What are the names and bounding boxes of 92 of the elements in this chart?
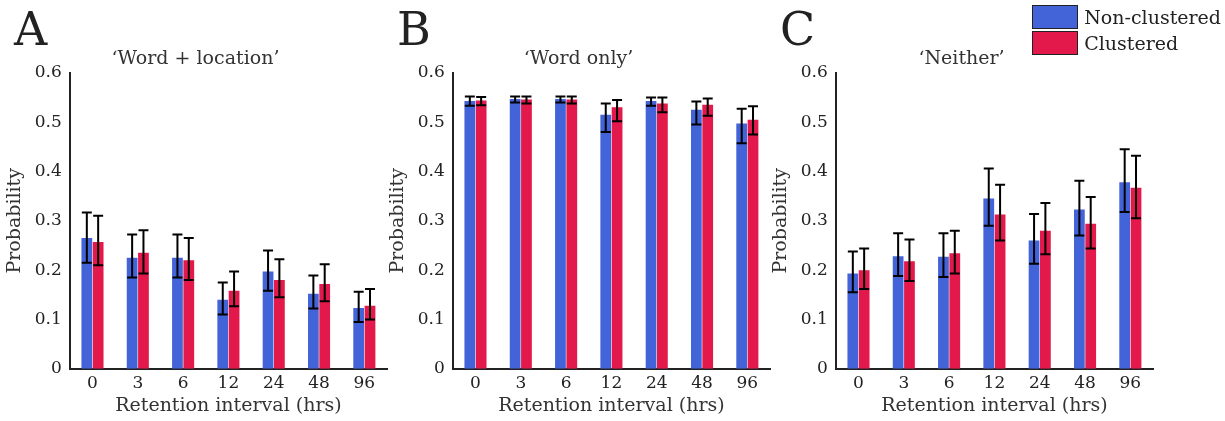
y-axis-title: Probability [768,167,791,274]
y-tick-label: 0.3 [417,209,445,230]
bar [747,119,759,369]
bar [600,114,612,369]
bar [892,256,904,369]
bar [983,198,995,369]
y-axis-title: Probability [2,167,25,274]
y-tick-label: 0.3 [800,209,828,230]
text: B [397,2,431,56]
bar [847,273,859,369]
x-tick-label: 3 [515,372,527,393]
x-tick-label: 12 [983,372,1006,393]
bar [138,252,149,369]
y-tick-label: 0.1 [34,307,62,328]
bar [172,257,183,369]
y-tick-label: 0.6 [417,61,445,82]
x-tick-label: 3 [132,372,144,393]
bar [645,100,657,369]
chart-title: ‘Word only’ [523,46,634,69]
y-tick-label: 0 [51,357,62,378]
y-tick-label: 0.4 [417,159,445,180]
x-tick-label: 0 [87,372,98,393]
legend-label: Non-clustered [1084,6,1221,28]
y-tick-label: 0.4 [34,159,62,180]
y-tick-label: 0.5 [800,110,828,131]
bar [938,256,949,369]
y-tick-label: 0.1 [417,307,445,328]
bar [566,99,578,369]
x-tick-label: 12 [217,372,240,393]
x-tick-label: 24 [1028,372,1051,393]
bar [657,103,668,369]
bar [736,123,748,369]
x-tick-label: 6 [177,372,189,393]
x-tick-label: 0 [470,372,481,393]
bar [690,109,702,369]
x-tick-label: 96 [736,372,759,393]
x-tick-label: 24 [262,372,285,393]
bar [81,238,93,369]
bar [1040,230,1051,369]
bar [319,283,331,369]
legend-label: Clustered [1084,32,1179,54]
text: A [14,2,48,56]
x-axis-title: Retention interval (hrs) [498,392,725,415]
x-tick-label: 48 [1074,372,1096,393]
bar [904,261,915,369]
y-tick-label: 0.6 [800,61,828,82]
x-tick-label: 96 [1119,372,1142,393]
y-tick-label: 0.5 [34,110,62,131]
x-tick-label: 48 [691,372,713,393]
x-tick-label: 0 [853,372,864,393]
y-tick-label: 0 [817,357,828,378]
bar [521,99,532,369]
y-tick-label: 0.2 [34,258,62,279]
x-tick-label: 48 [308,372,330,393]
bar [702,104,714,369]
bar [475,100,487,369]
x-tick-label: 6 [943,372,955,393]
chart-title: ‘Word + location’ [111,46,280,69]
y-tick-label: 0 [434,357,445,378]
x-tick-label: 96 [353,372,376,393]
x-tick-label: 12 [600,372,623,393]
y-axis-title: Probability [385,167,408,274]
y-tick-label: 0.2 [417,258,445,279]
bar [949,253,961,369]
y-tick-label: 0.3 [34,209,62,230]
y-tick-label: 0.6 [34,61,62,82]
bar [611,107,623,369]
bar [1085,223,1097,369]
bar [92,242,104,369]
bar [126,257,138,369]
x-tick-label: 6 [560,372,572,393]
x-tick-label: 3 [898,372,910,393]
bar [858,270,870,369]
bar [353,308,365,369]
y-tick-label: 0.5 [417,110,445,131]
bar [274,280,285,369]
bar [1073,209,1085,369]
bar [183,260,195,369]
bar [307,293,319,369]
x-axis-title: Retention interval (hrs) [881,392,1108,415]
bar [509,98,521,369]
bar [1119,182,1131,369]
x-axis-title: Retention interval (hrs) [115,392,342,415]
y-tick-label: 0.2 [800,258,828,279]
chart-title: ‘Neither’ [918,46,1005,69]
y-tick-label: 0.1 [800,307,828,328]
bar [555,98,566,369]
text: C [780,2,816,56]
bar [217,299,229,369]
x-tick-label: 24 [645,372,668,393]
bar [464,100,476,369]
y-tick-label: 0.4 [800,159,828,180]
